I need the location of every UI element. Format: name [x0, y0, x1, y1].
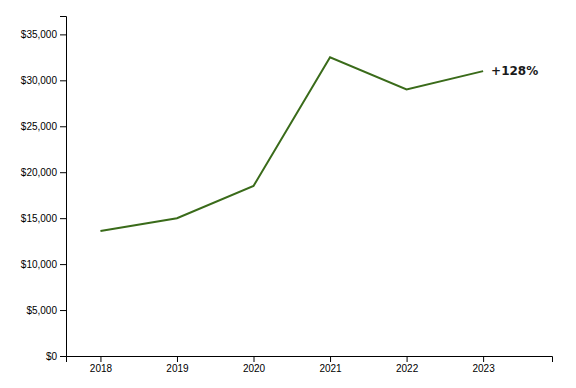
plot: $0 $5,000 $10,000 $15,000 $20,000 $25,000 $30,…: [21, 17, 553, 375]
tick-label: $0: [46, 351, 58, 362]
tick: $10,000: [21, 259, 66, 270]
tick-mark: [60, 264, 66, 265]
tick: 2022: [396, 356, 419, 374]
tick-label: $20,000: [21, 167, 58, 178]
tick: 2020: [243, 356, 266, 374]
tick-label: $10,000: [21, 259, 58, 270]
tick: $20,000: [21, 167, 66, 178]
tick-mark: [60, 34, 66, 35]
chart: $0 $5,000 $10,000 $15,000 $20,000 $25,000 $30,…: [0, 0, 576, 388]
tick-label: 2020: [243, 363, 266, 374]
axis-line: [67, 357, 553, 363]
marks: [100, 57, 483, 231]
tick-label: 2019: [166, 363, 189, 374]
tick-mark: [60, 310, 66, 311]
tick: $0: [46, 351, 66, 362]
y-axis: $0 $5,000 $10,000 $15,000 $20,000 $25,000 $30,…: [21, 17, 67, 362]
tick-mark: [60, 80, 66, 81]
tick-label: 2021: [319, 363, 342, 374]
tick: $15,000: [21, 213, 66, 224]
tick: 2023: [472, 356, 495, 374]
x-axis: 2018 2019 2020 2021 2022 2023: [67, 356, 553, 374]
tick-label: $5,000: [26, 305, 57, 316]
tick-mark: [177, 356, 178, 362]
tick-label: $25,000: [21, 121, 58, 132]
tick-mark: [254, 356, 255, 362]
tick-label: $35,000: [21, 29, 58, 40]
tick-mark: [60, 218, 66, 219]
tick: $5,000: [26, 305, 66, 316]
tick-mark: [330, 356, 331, 362]
tick: 2019: [166, 356, 189, 374]
annotation: +128%: [491, 64, 538, 78]
tick-label: 2018: [90, 363, 113, 374]
tick-mark: [60, 172, 66, 173]
tick-label: $15,000: [21, 213, 58, 224]
tick-label: 2023: [472, 363, 495, 374]
tick: $30,000: [21, 75, 66, 86]
tick-mark: [407, 356, 408, 362]
axis-line: [60, 17, 67, 357]
tick-label: 2022: [396, 363, 419, 374]
tick-mark: [60, 126, 66, 127]
tick: 2018: [90, 356, 113, 374]
tick-label: $30,000: [21, 75, 58, 86]
line: [100, 57, 483, 231]
tick-mark: [60, 356, 66, 357]
tick: 2021: [319, 356, 342, 374]
tick-mark: [100, 356, 101, 362]
tick-mark: [483, 356, 484, 362]
tick: $35,000: [21, 29, 66, 40]
tick: $25,000: [21, 121, 66, 132]
